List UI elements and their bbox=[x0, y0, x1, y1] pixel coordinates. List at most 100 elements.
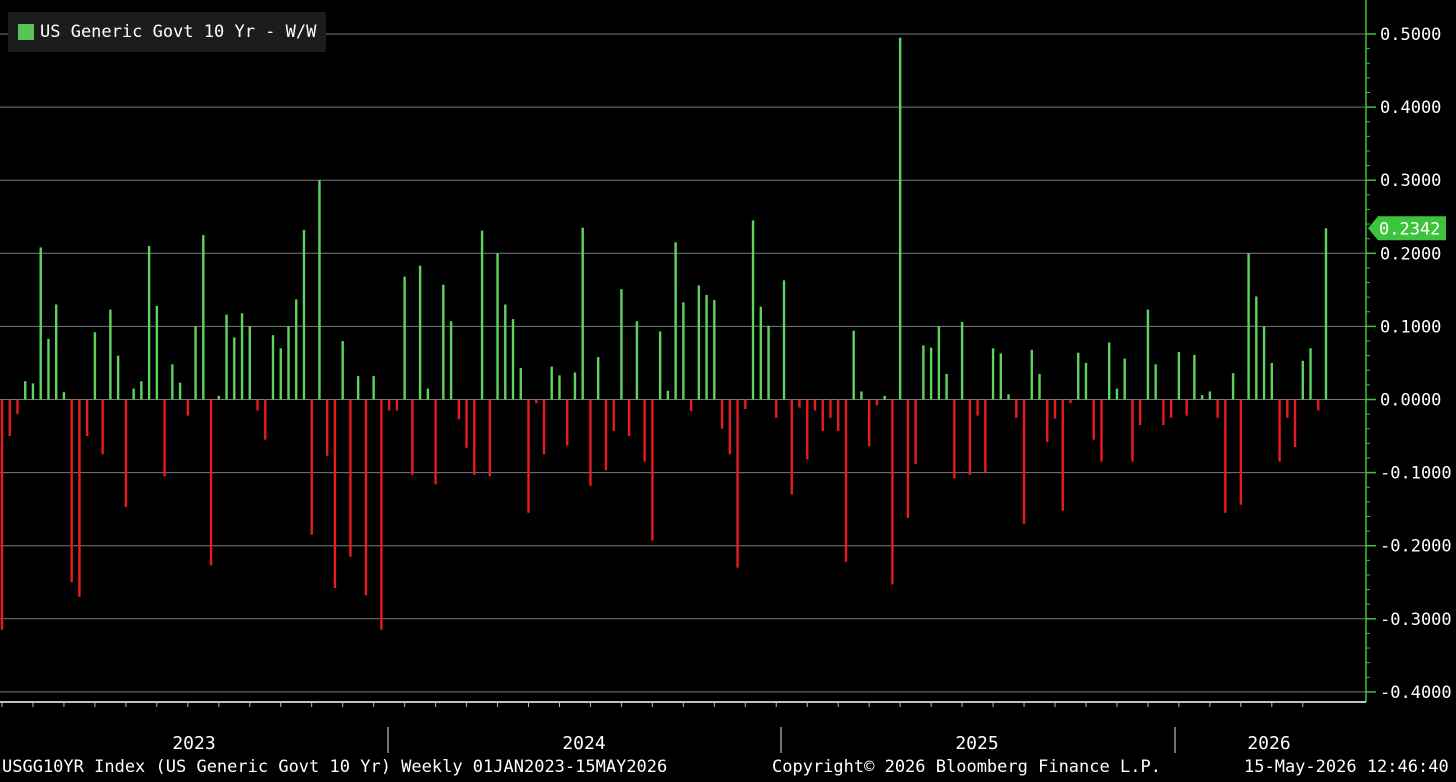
bar bbox=[1131, 399, 1134, 462]
bar bbox=[1046, 399, 1049, 442]
bar bbox=[1208, 391, 1212, 400]
bar bbox=[504, 304, 507, 400]
bar bbox=[318, 180, 321, 400]
bar bbox=[976, 399, 979, 416]
bar bbox=[891, 399, 894, 585]
bar bbox=[589, 399, 592, 486]
y-tick-label: -0.3000 bbox=[1380, 610, 1452, 630]
bar bbox=[914, 399, 917, 464]
bar bbox=[620, 289, 623, 400]
bar bbox=[658, 331, 662, 400]
bar bbox=[1324, 228, 1328, 400]
bar bbox=[0, 399, 4, 630]
bar bbox=[132, 388, 135, 400]
bar bbox=[1301, 360, 1304, 400]
bar bbox=[581, 227, 584, 400]
bar bbox=[256, 399, 259, 411]
last-value-label: 0.2342 bbox=[1379, 219, 1440, 239]
bar bbox=[713, 300, 716, 400]
bar bbox=[999, 353, 1003, 400]
bar bbox=[922, 345, 925, 400]
bar bbox=[1193, 354, 1196, 400]
bar bbox=[85, 399, 89, 437]
legend-label: US Generic Govt 10 Yr - W/W bbox=[40, 22, 317, 42]
bar bbox=[1061, 399, 1064, 511]
bar bbox=[387, 399, 391, 411]
bar bbox=[271, 335, 275, 400]
bar bbox=[395, 399, 399, 411]
bar bbox=[325, 399, 329, 456]
bar bbox=[124, 399, 128, 507]
bar bbox=[16, 399, 19, 415]
bar bbox=[233, 337, 236, 400]
bar bbox=[418, 265, 422, 400]
bar bbox=[372, 376, 375, 400]
bar bbox=[697, 285, 701, 400]
bar bbox=[767, 325, 770, 400]
bar bbox=[93, 332, 97, 400]
bar bbox=[78, 399, 81, 597]
bar bbox=[651, 399, 654, 541]
bar bbox=[844, 399, 848, 562]
footer-copyright: Copyright© 2026 Bloomberg Finance L.P. bbox=[772, 757, 1161, 777]
bar bbox=[573, 372, 577, 400]
bar bbox=[953, 399, 956, 479]
bar bbox=[674, 242, 677, 400]
bar bbox=[70, 399, 73, 583]
bar bbox=[434, 399, 437, 485]
bar bbox=[875, 399, 879, 406]
bar bbox=[341, 341, 344, 400]
bar bbox=[1077, 352, 1080, 400]
y-tick-label: 0.3000 bbox=[1380, 171, 1441, 191]
legend-swatch bbox=[18, 24, 34, 40]
bar bbox=[248, 326, 251, 400]
bar bbox=[1069, 399, 1072, 404]
bar bbox=[945, 373, 948, 400]
y-tick-label: 0.2000 bbox=[1380, 244, 1441, 264]
bar bbox=[535, 399, 538, 404]
bar bbox=[202, 235, 205, 400]
bar bbox=[906, 399, 910, 518]
bar bbox=[960, 322, 964, 400]
y-tick-label: -0.1000 bbox=[1380, 464, 1452, 484]
y-tick-label: -0.4000 bbox=[1380, 683, 1452, 703]
bar bbox=[666, 390, 670, 400]
bar bbox=[1224, 399, 1227, 513]
bar bbox=[542, 399, 546, 455]
bar bbox=[751, 220, 755, 400]
bar bbox=[1146, 309, 1150, 400]
bar bbox=[968, 399, 972, 475]
bar bbox=[604, 399, 608, 471]
bar bbox=[62, 392, 66, 400]
bar bbox=[527, 399, 530, 513]
bar bbox=[643, 399, 646, 462]
bar bbox=[550, 366, 553, 400]
y-tick-label: 0.0000 bbox=[1380, 391, 1441, 411]
bar bbox=[1123, 358, 1126, 400]
bar bbox=[1293, 399, 1297, 448]
y-tick-label: 0.5000 bbox=[1380, 25, 1441, 45]
bar bbox=[929, 347, 933, 400]
x-year-label: 2025 bbox=[955, 733, 998, 754]
bar bbox=[171, 364, 174, 400]
bar bbox=[186, 399, 190, 416]
bar bbox=[1255, 296, 1258, 400]
bar bbox=[627, 399, 631, 437]
bar bbox=[1286, 399, 1289, 418]
bar bbox=[558, 375, 561, 400]
bar bbox=[1038, 373, 1041, 400]
bar bbox=[380, 399, 383, 630]
bar bbox=[566, 399, 569, 446]
bar bbox=[1115, 388, 1119, 400]
bar bbox=[728, 399, 732, 455]
bar bbox=[310, 399, 313, 535]
bar bbox=[790, 399, 793, 495]
bar bbox=[1154, 364, 1157, 400]
bar bbox=[1200, 395, 1204, 400]
x-year-label: 2026 bbox=[1247, 733, 1290, 754]
bar bbox=[411, 399, 414, 475]
bar bbox=[1177, 351, 1181, 400]
bar bbox=[1185, 399, 1188, 416]
bars bbox=[0, 37, 1328, 630]
